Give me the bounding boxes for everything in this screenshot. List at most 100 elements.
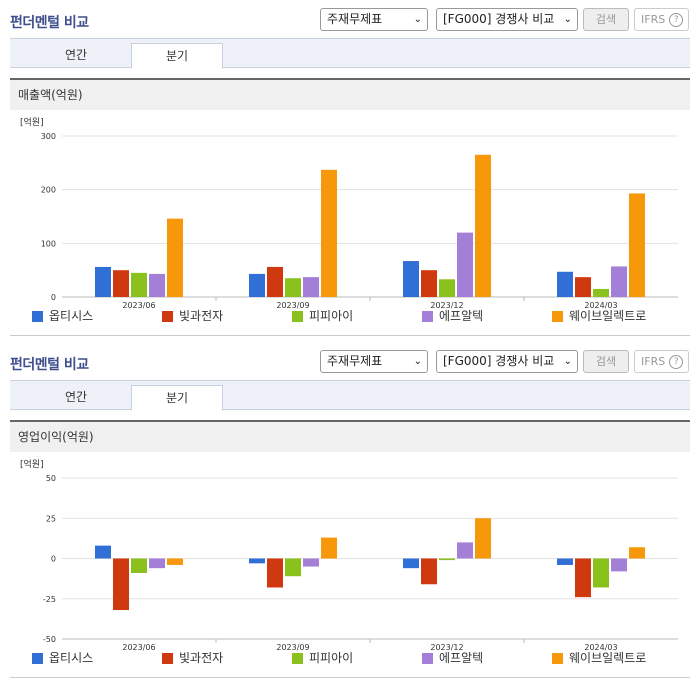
bar — [167, 218, 183, 297]
y-tick-label: -50 — [43, 635, 56, 644]
bar — [95, 545, 111, 559]
statement-select-value: 주재무제표 — [327, 354, 383, 368]
legend-label: 에프알텍 — [439, 309, 483, 323]
bar — [131, 558, 147, 573]
x-tick-label: 2024/03 — [584, 643, 617, 652]
operating-profit-chart-area: [억원] -50 -25 0 25 50 2023/06 2023/09 2023/12 2024… — [10, 452, 690, 678]
bar — [149, 273, 165, 297]
panel-header: 펀더멘털 비교 주재무제표 ⌄ [FG000] 경쟁사 비교 ⌄ 검색 IFRS? — [0, 0, 696, 38]
legend-swatch — [552, 311, 563, 322]
x-tick-label: 2023/06 — [122, 301, 155, 310]
help-icon[interactable]: ? — [669, 13, 684, 27]
legend-swatch — [162, 311, 173, 322]
bar — [267, 266, 283, 297]
ifrs-label: IFRS — [641, 13, 666, 26]
peer-select[interactable]: [FG000] 경쟁사 비교 ⌄ — [436, 8, 578, 31]
bar — [439, 558, 455, 561]
x-tick-label: 2024/03 — [584, 301, 617, 310]
bar — [593, 558, 609, 588]
bar — [611, 266, 627, 297]
peer-select-value: [FG000] 경쟁사 비교 — [443, 12, 555, 26]
legend-label: 피피아이 — [309, 651, 353, 665]
panel-title: 펀더멘털 비교 — [10, 15, 89, 31]
bar — [285, 278, 301, 297]
tab-annual[interactable]: 연간 — [64, 48, 88, 62]
period-tabs: 연간 분기 — [10, 38, 690, 69]
revenue-chart: [억원] 0 100 200 300 2023/06 2023/09 2023/12 2024/… — [20, 116, 678, 323]
legend-label: 옵티시스 — [49, 309, 93, 323]
tab-quarterly[interactable]: 분기 — [131, 385, 223, 411]
y-tick-label: -25 — [43, 595, 56, 604]
bar — [95, 266, 111, 297]
unit-label: [억원] — [20, 458, 44, 470]
ifrs-label: IFRS — [641, 355, 666, 368]
legend-label: 빛과전자 — [179, 309, 223, 323]
panel-operating-profit: 펀더멘털 비교 주재무제표 ⌄ [FG000] 경쟁사 비교 ⌄ 검색 IFRS? … — [0, 342, 696, 684]
statement-select[interactable]: 주재무제표 ⌄ — [320, 8, 428, 31]
help-icon[interactable]: ? — [669, 355, 684, 369]
bar — [557, 558, 573, 565]
bar — [421, 558, 437, 585]
chevron-down-icon: ⌄ — [413, 356, 422, 367]
bar — [575, 558, 591, 598]
statement-select[interactable]: 주재무제표 ⌄ — [320, 350, 428, 373]
legend-label: 빛과전자 — [179, 651, 223, 665]
bar — [557, 271, 573, 297]
legend-swatch — [292, 653, 303, 664]
bar — [457, 542, 473, 559]
bar — [249, 273, 265, 297]
bar — [629, 547, 645, 559]
section-title: 영업이익(억원) — [10, 420, 690, 452]
legend-swatch — [552, 653, 563, 664]
y-tick-label: 200 — [41, 186, 56, 195]
period-tabs: 연간 분기 — [10, 380, 690, 411]
y-tick-label: 300 — [41, 132, 56, 141]
chevron-down-icon: ⌄ — [413, 14, 422, 25]
y-tick-label: 50 — [46, 474, 56, 483]
search-button[interactable]: 검색 — [583, 350, 629, 373]
y-tick-label: 0 — [51, 555, 56, 564]
bar — [593, 288, 609, 297]
unit-label: [억원] — [20, 116, 44, 128]
legend-label: 에프알텍 — [439, 651, 483, 665]
bar — [611, 558, 627, 572]
x-tick-label: 2023/09 — [276, 643, 309, 652]
panel-revenue: 펀더멘털 비교 주재무제표 ⌄ [FG000] 경쟁사 비교 ⌄ 검색 IFRS? … — [0, 0, 696, 336]
legend-label: 웨이브일렉트로 — [569, 651, 646, 665]
bar — [285, 558, 301, 577]
bar — [575, 277, 591, 297]
tab-annual[interactable]: 연간 — [64, 390, 88, 404]
search-button[interactable]: 검색 — [583, 8, 629, 31]
bar — [439, 279, 455, 297]
panel-header: 펀더멘털 비교 주재무제표 ⌄ [FG000] 경쟁사 비교 ⌄ 검색 IFRS? — [0, 342, 696, 380]
legend-swatch — [422, 653, 433, 664]
y-tick-label: 100 — [41, 239, 56, 248]
section-title: 매출액(억원) — [10, 78, 690, 110]
peer-select[interactable]: [FG000] 경쟁사 비교 ⌄ — [436, 350, 578, 373]
legend-label: 피피아이 — [309, 309, 353, 323]
legend-swatch — [32, 311, 43, 322]
revenue-chart-area: [억원] 0 100 200 300 2023/06 2023/09 2023/12 2024/… — [10, 110, 690, 336]
statement-select-value: 주재무제표 — [327, 12, 383, 26]
bar — [321, 169, 337, 297]
legend-swatch — [422, 311, 433, 322]
panel-title: 펀더멘털 비교 — [10, 357, 89, 373]
x-tick-label: 2023/06 — [122, 643, 155, 652]
tab-quarterly[interactable]: 분기 — [131, 43, 223, 69]
legend-label: 옵티시스 — [49, 651, 93, 665]
ifrs-button[interactable]: IFRS? — [634, 8, 689, 31]
bar — [421, 270, 437, 297]
ifrs-button[interactable]: IFRS? — [634, 350, 689, 373]
x-tick-label: 2023/12 — [430, 301, 463, 310]
bar — [475, 518, 491, 559]
legend-swatch — [162, 653, 173, 664]
peer-select-value: [FG000] 경쟁사 비교 — [443, 354, 555, 368]
chevron-down-icon: ⌄ — [563, 356, 572, 367]
bar — [149, 558, 165, 569]
bar — [113, 270, 129, 297]
bar — [131, 272, 147, 297]
bar — [303, 277, 319, 297]
bar — [629, 193, 645, 297]
bar — [249, 558, 265, 564]
bar — [167, 558, 183, 565]
